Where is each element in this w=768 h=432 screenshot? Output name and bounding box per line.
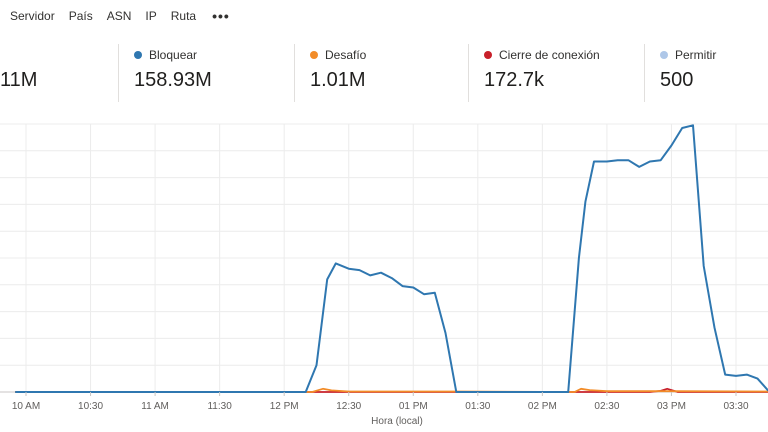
more-options-icon[interactable]: ••• [212,8,230,24]
card-desafio-label: Desafío [325,48,367,62]
x-tick-label: 12:30 [336,401,361,412]
chart-grid [0,123,768,393]
x-tick-label: 02:30 [594,401,619,412]
tab-ip[interactable]: IP [145,9,157,23]
tab-pais[interactable]: País [68,9,93,23]
legend-dot-icon [310,51,318,59]
summary-cards: 11M Bloquear 158.93M Desafío 1.01M Cierr… [0,44,768,104]
card-desafio[interactable]: Desafío 1.01M [294,44,468,102]
chart-x-ticks: 10 AM 10:30 11 AM 11:30 12 PM 12:30 01 PM 01:30… [12,392,749,412]
tab-asn[interactable]: ASN [106,9,132,23]
x-axis-title: Hora (local) [371,416,423,427]
x-tick-label: 02 PM [528,401,557,412]
x-tick-label: 01:30 [465,401,490,412]
x-tick-label: 03 PM [657,401,686,412]
tab-ruta[interactable]: Ruta [170,9,197,23]
x-tick-label: 12 PM [270,401,299,412]
traffic-line-chart: 10 AM 10:30 11 AM 11:30 12 PM 12:30 01 PM 01:30… [0,123,768,427]
legend-dot-icon [484,51,492,59]
x-tick-label: 01 PM [399,401,428,412]
card-cierre[interactable]: Cierre de conexión 172.7k [468,44,644,102]
card-divider [294,44,295,102]
x-tick-label: 10 AM [12,401,40,412]
x-tick-label: 10:30 [78,401,103,412]
tab-servidor[interactable]: Servidor [10,9,55,23]
x-tick-label: 11:30 [207,401,232,412]
card-total-value: 11M [0,69,38,91]
card-desafio-value: 1.01M [310,69,366,91]
card-cierre-value: 172.7k [484,69,545,91]
legend-dot-icon [134,51,142,59]
series-line-bloquear [15,124,768,393]
card-bloquear-label: Bloquear [149,48,198,62]
x-tick-label: 03:30 [723,401,748,412]
legend-dot-icon [660,51,668,59]
card-divider [644,44,645,102]
chart-series [15,124,768,393]
card-divider [118,44,119,102]
card-total[interactable]: 11M [0,44,112,102]
card-permitir[interactable]: Permitir 500 [644,44,768,102]
card-divider [468,44,469,102]
card-permitir-label: Permitir [675,48,717,62]
x-tick-label: 11 AM [141,401,169,412]
card-cierre-label: Cierre de conexión [499,48,600,62]
card-bloquear[interactable]: Bloquear 158.93M [118,44,294,102]
card-permitir-value: 500 [660,69,694,91]
card-bloquear-value: 158.93M [134,69,212,91]
filter-tabs: Servidor País ASN IP Ruta ••• [0,6,230,26]
